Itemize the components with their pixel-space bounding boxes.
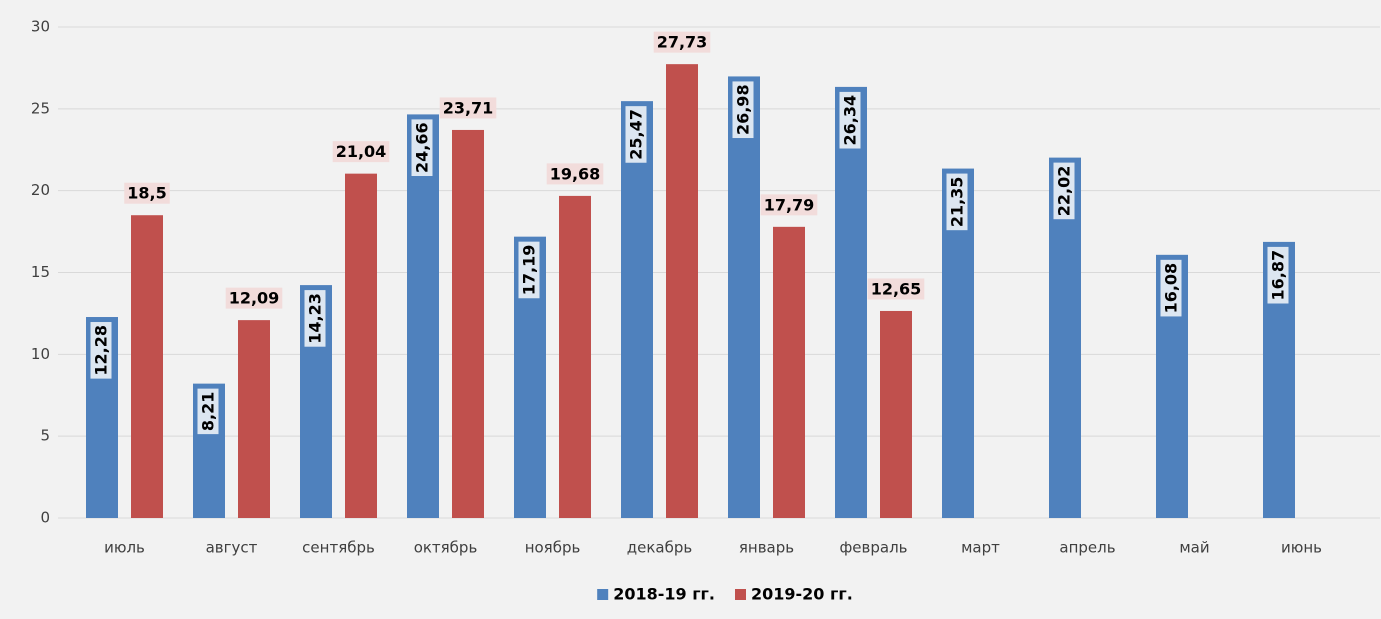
value-label-bg — [839, 91, 861, 149]
bar — [131, 215, 163, 518]
x-tick-label: август — [206, 539, 258, 557]
value-label: 12,28 — [92, 325, 111, 376]
value-label: 27,73 — [657, 33, 708, 52]
value-label: 23,71 — [443, 98, 494, 117]
value-label: 16,87 — [1269, 250, 1288, 301]
value-label: 17,79 — [764, 195, 815, 214]
bar — [666, 64, 698, 518]
value-label-bg — [304, 290, 326, 347]
value-label: 12,65 — [871, 279, 922, 298]
y-tick-label: 30 — [31, 18, 50, 36]
value-label-bg — [760, 194, 818, 216]
bar — [621, 101, 653, 519]
bar — [773, 226, 805, 518]
legend-swatch — [735, 589, 746, 600]
value-label: 8,21 — [199, 392, 218, 431]
bar — [238, 320, 270, 518]
value-label-bg — [332, 141, 390, 163]
value-label: 19,68 — [550, 164, 601, 183]
x-tick-label: июль — [104, 539, 145, 557]
value-label: 22,02 — [1055, 166, 1074, 217]
bar — [728, 76, 760, 518]
x-tick-label: март — [961, 539, 1000, 557]
value-label-bg — [1160, 259, 1182, 317]
value-label: 26,98 — [734, 84, 753, 135]
x-tick-label: июнь — [1281, 539, 1322, 557]
bar — [880, 310, 912, 518]
value-label: 18,5 — [127, 184, 166, 203]
value-label-bg — [1053, 162, 1075, 220]
value-label-bg — [225, 287, 283, 309]
value-label-bg — [411, 119, 433, 177]
value-label-bg — [653, 31, 711, 53]
value-label: 14,23 — [306, 293, 325, 344]
x-tick-label: январь — [739, 539, 794, 557]
x-tick-label: декабрь — [627, 539, 692, 557]
bar — [407, 114, 439, 518]
x-tick-label: февраль — [839, 539, 907, 557]
x-tick-label: апрель — [1059, 539, 1115, 557]
value-label-bg — [625, 106, 647, 163]
y-tick-label: 0 — [40, 509, 50, 527]
y-tick-label: 20 — [31, 181, 50, 199]
value-label-bg — [867, 278, 925, 300]
bar — [835, 86, 867, 518]
value-label: 17,19 — [520, 245, 539, 296]
x-tick-label: сентябрь — [302, 539, 375, 557]
value-label: 12,09 — [229, 289, 280, 308]
bar — [345, 173, 377, 519]
bar — [452, 129, 484, 518]
legend-swatch — [597, 589, 609, 600]
value-label: 21,35 — [948, 177, 967, 228]
value-label: 21,04 — [336, 142, 387, 161]
value-label-bg — [946, 173, 968, 231]
x-tick-label: октябрь — [414, 539, 478, 557]
y-tick-label: 5 — [40, 427, 50, 445]
y-tick-label: 15 — [31, 263, 50, 281]
value-label-bg — [90, 322, 112, 379]
value-label-bg — [518, 241, 540, 299]
legend-label: 2018-19 гг. — [613, 585, 715, 604]
y-tick-label: 25 — [31, 99, 50, 117]
x-tick-label: май — [1179, 539, 1209, 557]
value-label: 24,66 — [413, 122, 432, 173]
value-label-bg — [732, 81, 754, 139]
value-label: 16,08 — [1162, 263, 1181, 314]
y-tick-label: 10 — [31, 345, 50, 363]
x-tick-label: ноябрь — [525, 539, 581, 557]
legend-label: 2019-20 гг. — [751, 585, 853, 604]
value-label: 26,34 — [841, 95, 860, 146]
value-label-bg — [197, 388, 219, 435]
value-label-bg — [439, 97, 497, 119]
bar — [559, 195, 591, 519]
value-label: 25,47 — [627, 109, 646, 160]
value-label-bg — [546, 163, 604, 185]
legend: 2018-19 гг. 2019-20 гг. — [597, 585, 853, 604]
value-label-bg — [1267, 246, 1289, 304]
value-label-bg — [124, 182, 170, 204]
